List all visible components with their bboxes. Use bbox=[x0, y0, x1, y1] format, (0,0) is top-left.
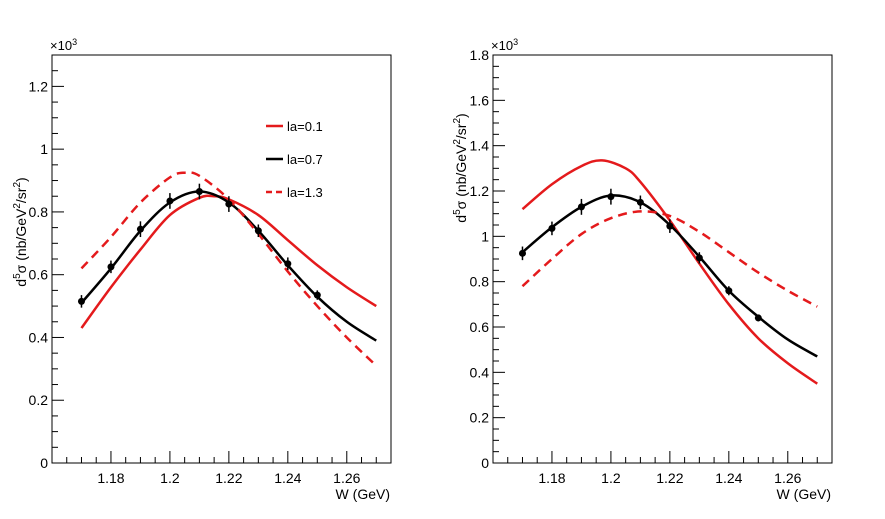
y-tick-label-right: 1.6 bbox=[470, 92, 490, 108]
x-tick-label-left: 1.24 bbox=[274, 470, 301, 486]
x-tick-label-left: 1.26 bbox=[333, 470, 360, 486]
data-point-left bbox=[166, 197, 174, 205]
right-panel: 00.20.40.60.811.21.41.61.8 1.18 1.2 1.22 1.… bbox=[452, 37, 833, 502]
y-tick-label-right: 0 bbox=[481, 455, 489, 471]
data-point-right bbox=[548, 224, 556, 232]
data-point-right bbox=[725, 287, 733, 295]
left-x-ticks: 1.18 1.2 1.22 1.24 1.26 bbox=[51, 451, 392, 486]
legend-label-la-0.7: la=0.7 bbox=[287, 152, 323, 167]
right-y-ticks: 0 0.2 0.4 0.6 0.8 1 1.2 1.4 1.6 1.8 bbox=[470, 47, 505, 471]
data-point-right bbox=[577, 203, 585, 211]
y-tick-label-left: 0 bbox=[40, 455, 48, 471]
data-point-right bbox=[666, 222, 674, 230]
right-x-ticks: 1.18 1.2 1.22 1.24 1.26 bbox=[492, 451, 833, 486]
right-data-points bbox=[518, 188, 762, 322]
y-tick-label-left: 0.6 bbox=[29, 267, 49, 283]
data-point-left bbox=[313, 291, 321, 299]
left-x-axis-label: W (GeV) bbox=[336, 486, 390, 502]
y-tick-label-left: 0.8 bbox=[29, 204, 49, 220]
right-y-axis-label: d5σ (nb/GeV2/sr2) bbox=[452, 113, 469, 222]
x-tick-label-right: 1.26 bbox=[774, 470, 801, 486]
x-tick-label-left: 1.18 bbox=[97, 470, 124, 486]
curve-la-1.3-right bbox=[521, 210, 818, 308]
x-tick-label-right: 1.18 bbox=[538, 470, 565, 486]
y-tick-label-right: 0.2 bbox=[470, 410, 490, 426]
data-point-right bbox=[518, 249, 526, 257]
data-point-right bbox=[754, 314, 762, 322]
curve-la-1.3-left bbox=[80, 171, 378, 367]
legend-label-la-0.1: la=0.1 bbox=[287, 119, 323, 134]
y-tick-label-left: 0.2 bbox=[29, 392, 49, 408]
y-tick-label-right: 0.8 bbox=[470, 274, 490, 290]
y-tick-label-right: 1.4 bbox=[470, 138, 490, 154]
data-point-right bbox=[607, 193, 615, 201]
y-tick-label-left: 1 bbox=[40, 141, 48, 157]
data-point-left bbox=[195, 188, 203, 196]
x-tick-label-right: 1.24 bbox=[715, 470, 742, 486]
legend-label-la-1.3: la=1.3 bbox=[287, 185, 323, 200]
data-point-left bbox=[136, 225, 144, 233]
left-multiplier: ×103 bbox=[50, 37, 77, 53]
right-x-axis-label: W (GeV) bbox=[777, 486, 831, 502]
y-tick-label-right: 1.2 bbox=[470, 183, 490, 199]
right-multiplier: ×103 bbox=[491, 37, 518, 53]
x-tick-label-right: 1.2 bbox=[601, 470, 621, 486]
y-tick-label-right: 1.8 bbox=[470, 47, 490, 63]
y-tick-label-left: 1.2 bbox=[29, 78, 49, 94]
y-tick-label-right: 0.4 bbox=[470, 364, 490, 380]
data-point-left bbox=[254, 227, 262, 235]
y-tick-label-right: 1 bbox=[481, 228, 489, 244]
data-point-left bbox=[77, 297, 85, 305]
legend: la=0.1 la=0.7 la=1.3 bbox=[266, 119, 323, 200]
data-point-left bbox=[225, 200, 233, 208]
data-point-right bbox=[695, 254, 703, 262]
curve-la-0.1-right bbox=[521, 159, 818, 385]
data-point-left bbox=[107, 263, 115, 271]
x-tick-label-left: 1.22 bbox=[215, 470, 242, 486]
x-tick-label-left: 1.2 bbox=[160, 470, 180, 486]
left-data-points bbox=[77, 183, 321, 308]
data-point-left bbox=[284, 260, 292, 268]
left-panel: 0 0.2 0.4 0.6 0.8 1 1.2 1.18 1.2 1.22 1.24 1.26 ×1… bbox=[12, 37, 392, 502]
y-tick-label-right: 0.6 bbox=[470, 319, 490, 335]
x-tick-label-right: 1.22 bbox=[656, 470, 683, 486]
data-point-right bbox=[636, 198, 644, 206]
left-y-ticks: 0 0.2 0.4 0.6 0.8 1 1.2 bbox=[29, 54, 64, 471]
left-y-axis-label: d5σ (nb/GeV2/sr2) bbox=[12, 177, 29, 286]
y-tick-label-left: 0.4 bbox=[29, 329, 49, 345]
